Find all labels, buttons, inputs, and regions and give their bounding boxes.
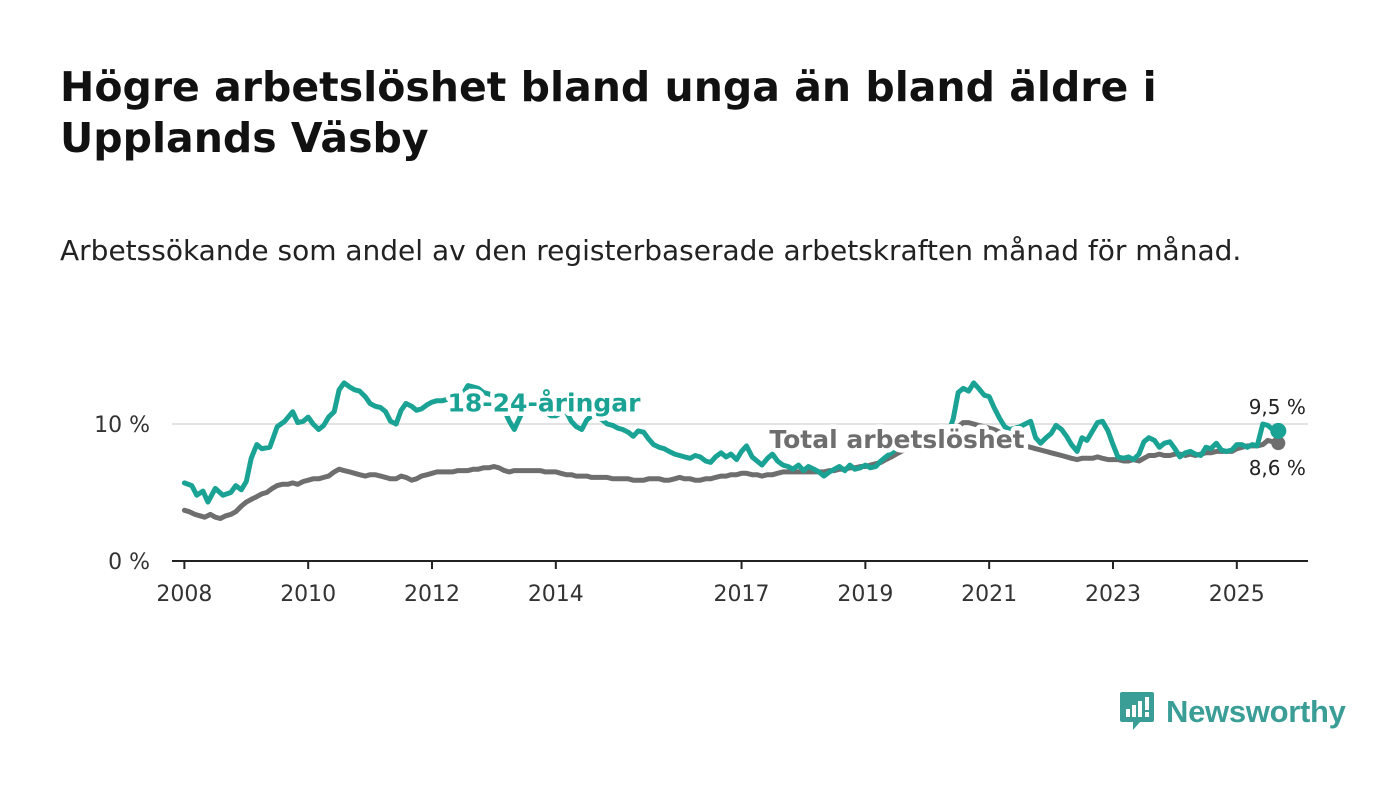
x-tick-label: 2017 (714, 582, 770, 607)
y-tick-label: 0 % (108, 550, 150, 575)
x-tick-label: 2010 (280, 582, 336, 607)
chart-subtitle: Arbetssökande som andel av den registerb… (60, 234, 1242, 267)
x-tick-label: 2019 (837, 582, 893, 607)
end-value-label-total: 8,6 % (1249, 456, 1306, 480)
chart-title: Högre arbetslöshet bland unga än bland ä… (60, 63, 1157, 162)
bar-chart-speech-bubble-icon (1120, 692, 1154, 730)
series-lines (181, 380, 1281, 521)
y-axis-ticks: 0 % 10 % (94, 413, 150, 575)
x-tick-label: 2025 (1209, 582, 1265, 607)
x-tick-label: 2021 (961, 582, 1017, 607)
x-axis: 2008 2010 2012 2014 2017 2019 2021 2023 2025 (156, 560, 1308, 607)
newsworthy-logo: Newsworthy (1118, 690, 1346, 734)
series-label-youth: 18-24-åringar (447, 389, 641, 418)
x-tick-label: 2008 (156, 582, 212, 607)
end-value-label-youth: 9,5 % (1249, 395, 1306, 419)
series-labels: 18-24-åringar Total arbetslöshet (443, 384, 1029, 458)
y-tick-label: 10 % (94, 413, 150, 438)
end-marker-total (1271, 436, 1286, 451)
series-line-youth (181, 380, 1281, 505)
series-label-total: Total arbetslöshet (769, 425, 1024, 454)
end-marker-youth (1270, 422, 1287, 439)
x-tick-label: 2014 (528, 582, 584, 607)
end-markers: 9,5 % 8,6 % (1249, 395, 1306, 480)
brand-name: Newsworthy (1166, 694, 1346, 729)
x-tick-label: 2023 (1085, 582, 1141, 607)
series-line-total (181, 420, 1281, 521)
x-tick-label: 2012 (404, 582, 460, 607)
